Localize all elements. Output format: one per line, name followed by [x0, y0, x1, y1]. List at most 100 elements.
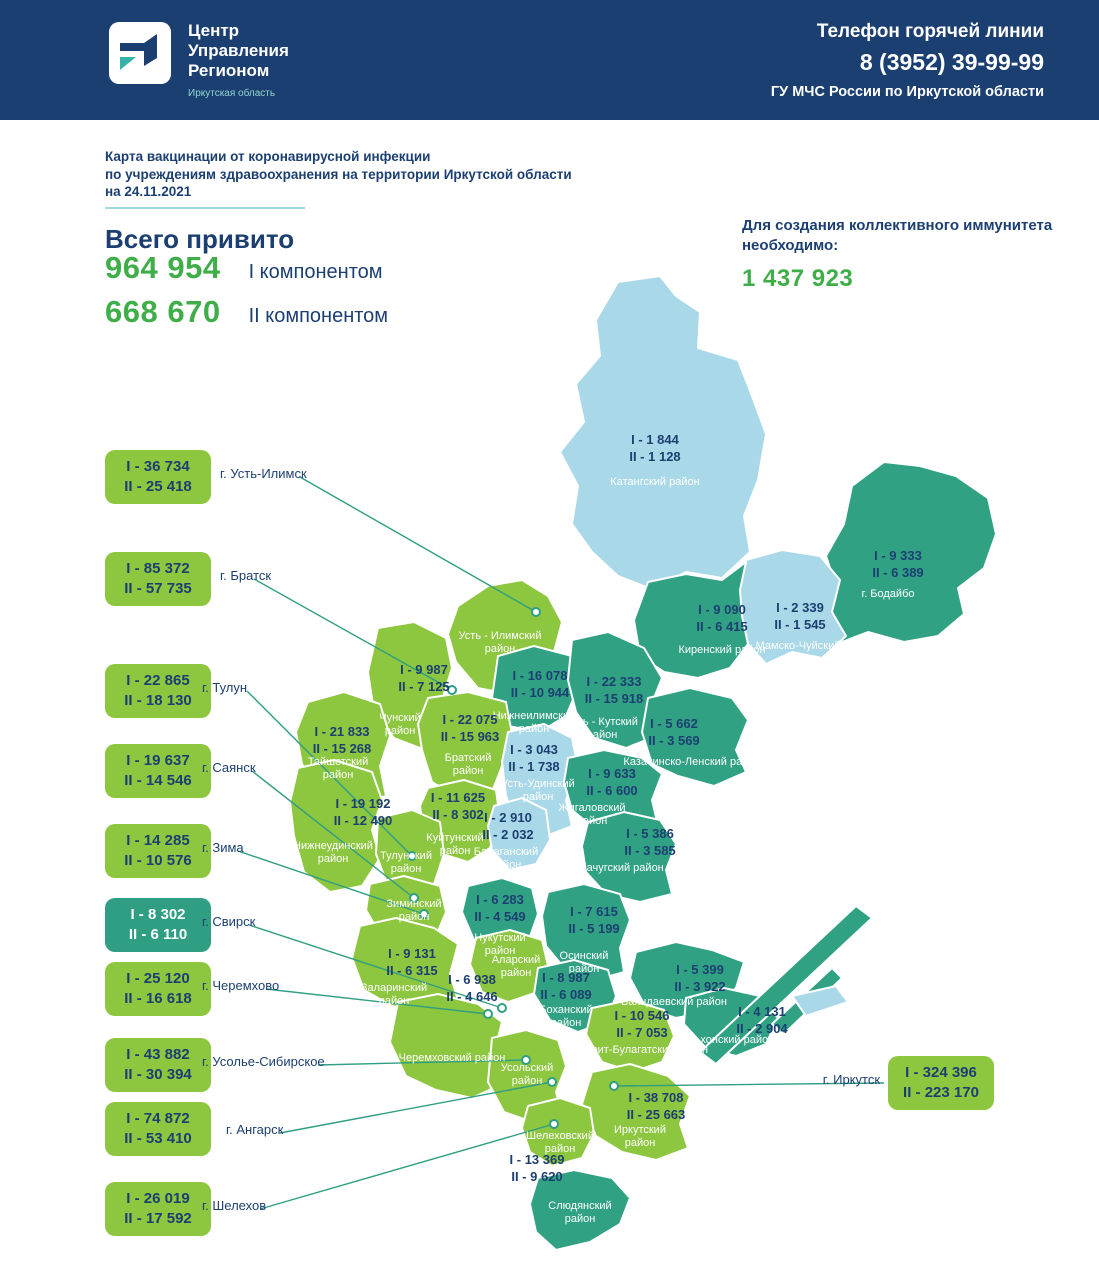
- component-1-value: 964 954: [105, 250, 221, 285]
- callout-box-sayansk: I - 19 637 II - 14 546: [105, 744, 211, 798]
- region-name-zhigalovsky: Жигаловский район: [558, 802, 626, 827]
- city-dot-svirsk: [497, 1003, 507, 1013]
- region-stats-ust_udinsky: I - 3 043 II - 1 738: [508, 742, 560, 774]
- region-shape-olkhonsky-coast: [699, 905, 873, 1065]
- callout-box-zima: I - 14 285 II - 10 576: [105, 824, 211, 878]
- region-name-ziminsky: Зиминский район: [386, 898, 442, 923]
- logo-title: Центр Управления Регионом: [188, 20, 289, 81]
- region-shape-kazachinsko: [641, 687, 749, 787]
- callout-ii-value: II - 57 735: [124, 580, 192, 597]
- callout-ii-value: II - 14 546: [124, 772, 192, 789]
- region-name-ust_ilimsky: Усть - Илимский район: [458, 630, 542, 655]
- region-name-irkutsky: Иркутский район: [614, 1124, 666, 1149]
- region-shape-kachugsky: [581, 811, 677, 903]
- region-stats-kazachinsko: I - 5 662 II - 3 569: [648, 716, 700, 748]
- callout-i-value: I - 26 019: [126, 1189, 190, 1207]
- connector-line-sayansk: [251, 770, 415, 899]
- region-name-ust_udinsky: Усть-Удинский район: [501, 778, 575, 803]
- connector-line-usolye: [317, 1059, 527, 1066]
- region-name-shelekhovsky: Шелеховский район: [526, 1130, 594, 1155]
- region-name-ust_kutsky: Усть - Кутский район: [566, 716, 638, 741]
- region-shape-nizhneudinsky: [289, 759, 383, 893]
- region-shape-ekhirit: [585, 999, 675, 1073]
- city-dot-shelekhov: [549, 1119, 559, 1129]
- region-stats-alarsky: I - 6 938 II - 4 646: [446, 972, 498, 1004]
- region-name-bratsky: Братский район: [444, 752, 492, 777]
- region-name-balagansky: Балаганский район: [473, 846, 539, 871]
- hotline-phone: 8 (3952) 39-99-99: [859, 48, 1044, 75]
- region-name-kuitunsky: Куйтунский район: [426, 832, 484, 857]
- city-dot-ust_ilimsk: [531, 607, 541, 617]
- logo: Центр Управления Регионом Иркутская обла…: [108, 21, 323, 99]
- immunity-block: Для создания коллективного иммунитета не…: [742, 216, 1077, 294]
- hotline-label: Телефон горячей линии: [816, 20, 1044, 42]
- callout-city-angarsk: г. Ангарск: [226, 1122, 284, 1137]
- callout-city-zima: г. Зима: [202, 840, 244, 855]
- callout-city-ust_ilimsk: г. Усть-Илимск: [220, 466, 307, 481]
- component-2-value: 668 670: [105, 294, 221, 329]
- callout-box-bratsk: I - 85 372 II - 57 735: [105, 552, 211, 606]
- region-name-alarsky: Аларский район: [491, 954, 541, 979]
- callout-city-tulun: г. Тулун: [202, 680, 248, 695]
- connector-line-svirsk: [248, 924, 503, 1009]
- title-underline: [105, 207, 305, 209]
- callout-ii-value: II - 30 394: [124, 1066, 192, 1083]
- callout-i-value: I - 36 734: [126, 457, 190, 475]
- region-name-osinsky: Осинский район: [559, 950, 609, 975]
- region-stats-kachugsky: I - 5 386 II - 3 585: [624, 826, 676, 858]
- hotline-org: ГУ МЧС России по Иркутской области: [770, 83, 1044, 100]
- region-name-nukutsky: Нукутский район: [474, 932, 526, 957]
- callout-ii-value: II - 16 618: [124, 990, 192, 1007]
- header: Центр Управления Регионом Иркутская обла…: [0, 0, 1099, 120]
- region-stats-mamsko: I - 2 339 II - 1 545: [774, 600, 826, 632]
- region-name-chunsky: Чунский район: [379, 712, 421, 737]
- region-stats-kuitunsky: I - 11 625 II - 8 302: [430, 790, 486, 822]
- city-dot-angarsk: [547, 1077, 557, 1087]
- region-shape-slyudyansky: [529, 1169, 631, 1251]
- city-dot-sayansk: [409, 893, 419, 903]
- region-stats-taishetsky: I - 21 833 II - 15 268: [312, 724, 372, 756]
- callout-city-bratsk: г. Братск: [220, 568, 272, 583]
- region-name-nizhneudinsky: Нижнеудинский район: [293, 840, 373, 865]
- callout-i-value: I - 22 865: [126, 671, 190, 689]
- region-name-tulunsky: Тулунский район: [380, 850, 432, 875]
- callout-city-irkutsk: г. Иркутск: [822, 1072, 880, 1087]
- page-title: Карта вакцинации от коронавирусной инфек…: [105, 148, 572, 201]
- callout-box-irkutsk: I - 324 396 II - 223 170: [888, 1056, 994, 1110]
- total-component-2: 668 670 II компонентом: [105, 294, 388, 330]
- region-shape-katangsky: [559, 275, 767, 591]
- region-stats-balagansky: I - 2 910 II - 2 032: [482, 810, 534, 842]
- region-name-zalarinsky: Заларинский район: [360, 982, 428, 1007]
- callout-i-value: I - 8 302: [130, 905, 186, 923]
- connector-line-cheremkhovo: [265, 988, 489, 1015]
- callout-i-value: I - 85 372: [126, 559, 190, 577]
- callout-box-angarsk: I - 74 872 II - 53 410: [105, 1102, 211, 1156]
- callout-ii-value: II - 17 592: [124, 1210, 192, 1227]
- callout-box-cheremkhovo: I - 25 120 II - 16 618: [105, 962, 211, 1016]
- connector-line-ust_ilimsk: [299, 476, 537, 613]
- immunity-value: 1 437 923: [742, 265, 854, 292]
- callout-box-ust_ilimsk: I - 36 734 II - 25 418: [105, 450, 211, 504]
- callout-i-value: I - 14 285: [126, 831, 190, 849]
- region-stats-bratsky: I - 22 075 II - 15 963: [440, 712, 500, 744]
- region-name-taishetsky: Тайшетский район: [307, 756, 369, 781]
- callout-i-value: I - 25 120: [126, 969, 190, 987]
- hotline-block: Телефон горячей линии 8 (3952) 39-99-99 …: [771, 21, 1044, 100]
- region-name-bokhansky: Боханский район: [539, 1004, 593, 1029]
- title-line-3: на 24.11.2021: [105, 184, 192, 200]
- connector-line-bratsk: [253, 578, 453, 691]
- region-name-cheremkhovsky: Черемховский район: [398, 1052, 506, 1064]
- region-name-katangsky: Катангский район: [610, 476, 700, 488]
- region-stats-bodaibo: I - 9 333 II - 6 389: [872, 548, 924, 580]
- city-dot-usolye: [521, 1055, 531, 1065]
- callout-connectors: [237, 476, 885, 1210]
- region-shape-shelekhovsky: [521, 1097, 595, 1167]
- connector-line-zima: [237, 850, 425, 915]
- callout-box-tulun: I - 22 865 II - 18 130: [105, 664, 211, 718]
- connector-line-shelekhov: [259, 1123, 555, 1210]
- callout-i-value: I - 43 882: [126, 1045, 190, 1063]
- region-name-ekhirit: Эхирит-Булагатский район: [571, 1044, 709, 1056]
- region-name-kirensky: Киренский район: [678, 644, 766, 656]
- region-stats-bayandaevsky: I - 5 399 II - 3 922: [674, 962, 726, 994]
